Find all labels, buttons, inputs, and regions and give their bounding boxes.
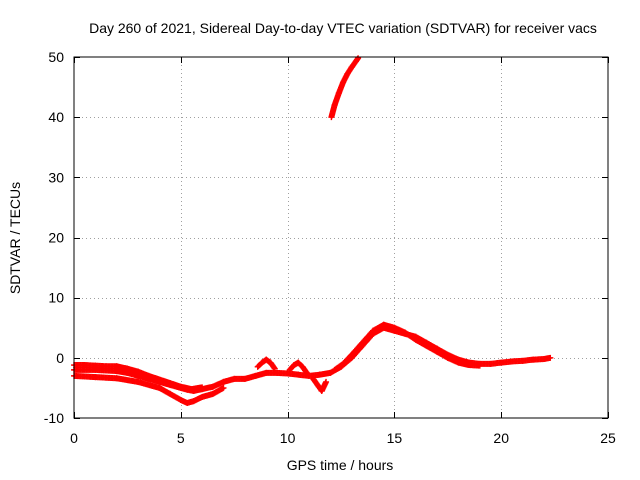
series-upper-segment <box>328 55 362 121</box>
y-axis-label: SDTVAR / TECUs <box>7 182 23 294</box>
y-tick-label: 20 <box>48 230 64 246</box>
y-tick-label: 30 <box>48 169 64 185</box>
series-dip-11.5 <box>310 375 330 394</box>
x-tick-label: 0 <box>70 430 78 446</box>
y-tick-label: 10 <box>48 290 64 306</box>
data-point <box>476 362 483 369</box>
data-point <box>303 369 310 376</box>
series-spike-8.8 <box>254 356 278 372</box>
y-tick-label: 50 <box>48 49 64 65</box>
axis-ticks <box>74 57 609 419</box>
data-point <box>355 55 362 62</box>
y-tick-label: 0 <box>56 350 64 366</box>
tick-labels: 0 5 10 15 20 25 -10 0 10 20 30 40 50 <box>44 49 616 446</box>
y-tick-label: -10 <box>44 410 64 426</box>
data-point <box>547 354 554 361</box>
data-point <box>323 378 330 385</box>
x-tick-label: 15 <box>387 430 403 446</box>
x-axis-label: GPS time / hours <box>287 457 394 473</box>
series-spike-10.4 <box>286 359 310 376</box>
x-tick-label: 10 <box>280 430 296 446</box>
data-point <box>199 384 206 391</box>
series-upper-band <box>71 362 206 393</box>
series-second-band <box>331 321 483 373</box>
y-tick-label: 40 <box>48 109 64 125</box>
plot-frame <box>73 56 609 419</box>
data-points <box>71 55 554 406</box>
series-lower-band <box>71 372 227 406</box>
data-point <box>220 384 227 391</box>
x-tick-label: 25 <box>600 430 616 446</box>
x-tick-label: 5 <box>177 430 185 446</box>
data-point <box>271 365 278 372</box>
x-tick-label: 20 <box>493 430 509 446</box>
chart-title: Day 260 of 2021, Sidereal Day-to-day VTE… <box>89 20 597 36</box>
